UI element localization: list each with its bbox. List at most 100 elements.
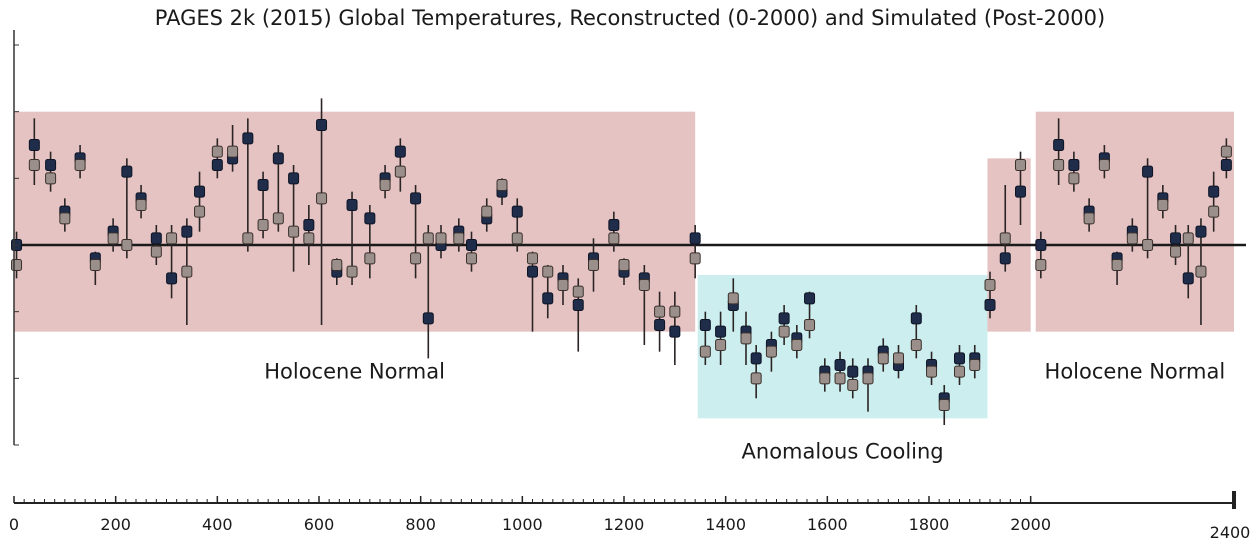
candle-open-marker: [346, 199, 358, 211]
candle-close-marker: [511, 232, 523, 245]
candle: [150, 225, 162, 265]
candle-close-marker: [1182, 232, 1194, 245]
candle-close-marker: [999, 232, 1011, 245]
candle: [45, 151, 57, 192]
candle-open-marker: [242, 132, 254, 145]
candle-close-marker: [364, 252, 376, 265]
candle: [969, 345, 981, 379]
candle-close-marker: [288, 225, 300, 238]
candle-close-marker: [750, 372, 762, 385]
candle-open-marker: [194, 185, 206, 198]
candle: [74, 145, 86, 179]
candle-close-marker: [618, 259, 630, 271]
candle: [331, 258, 343, 285]
candle-close-marker: [181, 265, 193, 278]
candle-open-marker: [804, 292, 816, 305]
candle-open-marker: [121, 165, 133, 178]
candle-open-marker: [394, 145, 406, 158]
candle-open-marker: [1170, 232, 1182, 245]
candle: [481, 198, 493, 232]
candle: [257, 171, 269, 239]
candle-close-marker: [727, 292, 739, 305]
candle: [59, 198, 71, 232]
candle: [1068, 151, 1080, 192]
candle-close-marker: [150, 245, 162, 258]
candle-open-marker: [303, 219, 315, 231]
candle-close-marker: [926, 365, 938, 378]
candle: [926, 351, 938, 385]
candle: [819, 358, 831, 392]
candle-close-marker: [1035, 259, 1047, 271]
candle: [410, 185, 422, 279]
candle-open-marker: [422, 312, 434, 325]
candle-open-marker: [1053, 139, 1065, 151]
axes-layer: 0 200 400 600 800 1000 1200 1400 1600 1800 2000 240…: [9, 30, 1250, 542]
candle-open-marker: [1182, 272, 1194, 285]
candle-close-marker: [1098, 159, 1110, 171]
candle-close-marker: [669, 305, 681, 318]
candle-close-marker: [765, 345, 777, 358]
candle: [1220, 138, 1232, 179]
region-label: Anomalous Cooling: [742, 439, 944, 463]
candle-close-marker: [194, 205, 206, 218]
candle-close-marker: [1208, 205, 1220, 218]
candle-open-marker: [410, 192, 422, 205]
candle: [740, 311, 752, 365]
candle-open-marker: [778, 312, 790, 325]
region-label: Holocene Normal: [264, 360, 445, 384]
candle-close-marker: [422, 232, 434, 245]
candle-open-marker: [1035, 239, 1047, 251]
candle-close-marker: [938, 399, 950, 411]
candle: [527, 251, 538, 332]
candle: [107, 218, 119, 252]
candle-open-marker: [211, 159, 223, 171]
candle: [727, 278, 739, 332]
candle: [893, 345, 904, 379]
candle-open-marker: [181, 225, 193, 238]
candle-close-marker: [1170, 245, 1182, 258]
normal-region: [1035, 111, 1234, 332]
candle-close-marker: [394, 165, 406, 178]
candle: [511, 198, 523, 252]
candle: [394, 138, 406, 192]
candle-close-marker: [272, 212, 284, 225]
candle-close-marker: [89, 259, 101, 271]
candle-close-marker: [791, 339, 803, 351]
candle-open-marker: [257, 179, 269, 191]
candle: [181, 218, 193, 325]
chart-title: PAGES 2k (2015) Global Temperatures, Rec…: [154, 6, 1106, 30]
candle: [618, 258, 630, 285]
candle: [1142, 158, 1154, 259]
candle-open-marker: [750, 352, 762, 365]
candle-close-marker: [778, 325, 790, 338]
candle-close-marker: [316, 192, 328, 205]
candle: [1182, 225, 1194, 299]
x-tick-label: 0: [9, 515, 19, 534]
x-tick-label: 1400: [705, 515, 746, 534]
candle-close-marker: [910, 339, 922, 351]
candle: [1035, 231, 1047, 279]
candle-open-marker: [954, 352, 965, 365]
candle-close-marker: [954, 365, 965, 378]
candle-close-marker: [242, 232, 254, 245]
candle: [669, 291, 681, 365]
candle-open-marker: [1015, 185, 1026, 198]
candle-close-marker: [74, 159, 86, 171]
candle-open-marker: [288, 172, 300, 185]
candle-open-marker: [1195, 225, 1207, 238]
candle: [557, 265, 569, 305]
candle-close-marker: [877, 352, 889, 365]
candle: [638, 265, 650, 345]
candle: [453, 218, 465, 252]
candle: [1195, 218, 1207, 325]
candle: [834, 351, 846, 392]
candle-open-marker: [572, 299, 584, 311]
candle-close-marker: [969, 359, 981, 371]
candle-close-marker: [1157, 199, 1169, 211]
candle: [288, 165, 300, 272]
candle-open-marker: [364, 212, 376, 225]
candle: [1157, 185, 1169, 219]
candle-open-marker: [689, 232, 701, 245]
candle: [1098, 145, 1110, 179]
highlight-regions: Holocene Normal Anomalous Cooling Holocene…: [14, 111, 1234, 463]
